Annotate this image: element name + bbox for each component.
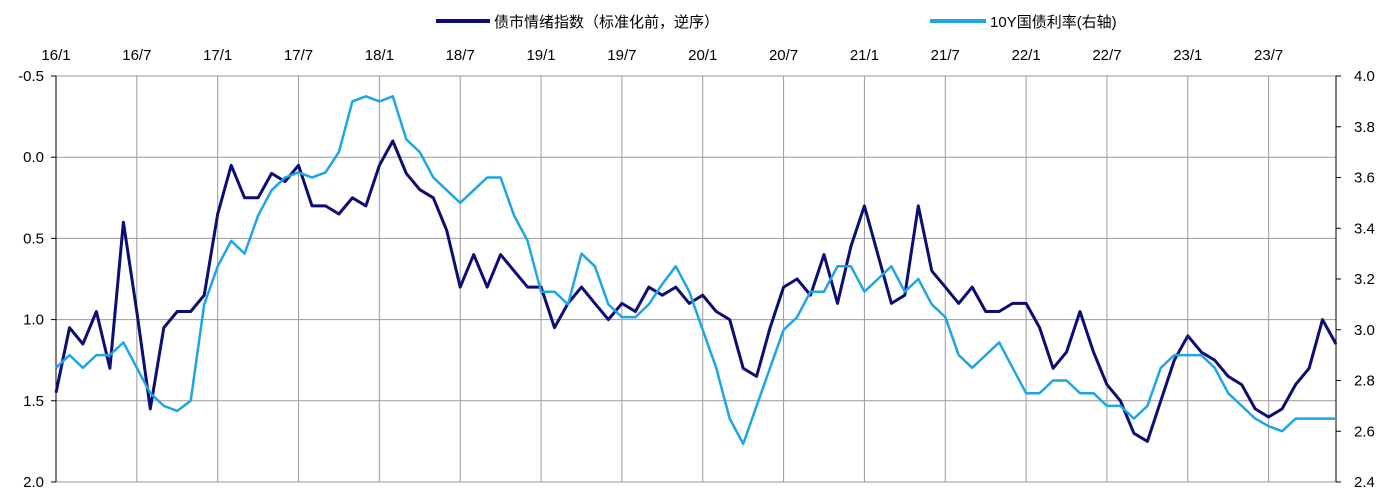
x-tick-label: 20/1 <box>688 47 717 64</box>
x-tick-label: 20/7 <box>769 47 798 64</box>
x-tick-label: 18/1 <box>365 47 394 64</box>
y-right-tick-label: 2.8 <box>1354 373 1375 390</box>
y-left-tick-label: 1.5 <box>23 393 44 410</box>
x-tick-label: 16/7 <box>122 47 151 64</box>
x-axis-tick-labels: 16/1 16/7 17/1 17/7 18/1 18/7 19/1 19/7 20/1 20/7… <box>41 47 1283 64</box>
y-right-tick-label: 3.6 <box>1354 170 1375 187</box>
y-left-tick-label: 1.0 <box>23 312 44 329</box>
x-tick-label: 23/7 <box>1254 47 1283 64</box>
series-lines <box>54 95 1338 446</box>
grid-lines <box>55 75 1337 483</box>
x-tick-label: 19/7 <box>607 47 636 64</box>
y-right-tick-label: 3.4 <box>1354 220 1375 237</box>
y-right-tick-label: 2.6 <box>1354 423 1375 440</box>
series-line-1 <box>54 139 1338 443</box>
y-right-tick-label: 4.0 <box>1354 68 1375 85</box>
x-tick-label: 22/1 <box>1012 47 1041 64</box>
y-right-tick-label: 2.4 <box>1354 474 1375 489</box>
y-left-tick-label: 0.5 <box>23 230 44 247</box>
y-left-tick-label: 0.0 <box>23 149 44 166</box>
x-tick-label: 17/7 <box>284 47 313 64</box>
right-axis: 2.4 2.6 2.8 3.0 3.2 3.4 3.6 3.8 4.0 <box>1335 68 1375 491</box>
x-tick-label: 19/1 <box>526 47 555 64</box>
x-tick-label: 17/1 <box>203 47 232 64</box>
y-right-tick-label: 3.2 <box>1354 271 1375 288</box>
x-tick-label: 23/1 <box>1173 47 1202 64</box>
y-left-tick-label: 2.0 <box>23 474 44 489</box>
x-tick-label: 21/1 <box>850 47 879 64</box>
x-tick-label: 16/1 <box>41 47 70 64</box>
legend-label-2: 10Y国债利率(右轴) <box>990 14 1117 31</box>
x-tick-label: 22/7 <box>1092 47 1121 64</box>
x-tick-label: 21/7 <box>931 47 960 64</box>
left-axis: -0.5 0.0 0.5 1.0 1.5 2.0 <box>18 68 57 491</box>
y-left-tick-label: -0.5 <box>18 68 44 85</box>
series-line-2 <box>55 95 1336 446</box>
x-tick-label: 18/7 <box>446 47 475 64</box>
y-right-tick-label: 3.0 <box>1354 322 1375 339</box>
y-right-tick-label: 3.8 <box>1354 119 1375 136</box>
legend-label-1: 债市情绪指数（标准化前，逆序） <box>494 14 719 31</box>
legend: 债市情绪指数（标准化前，逆序） 10Y国债利率(右轴) <box>436 14 1117 31</box>
